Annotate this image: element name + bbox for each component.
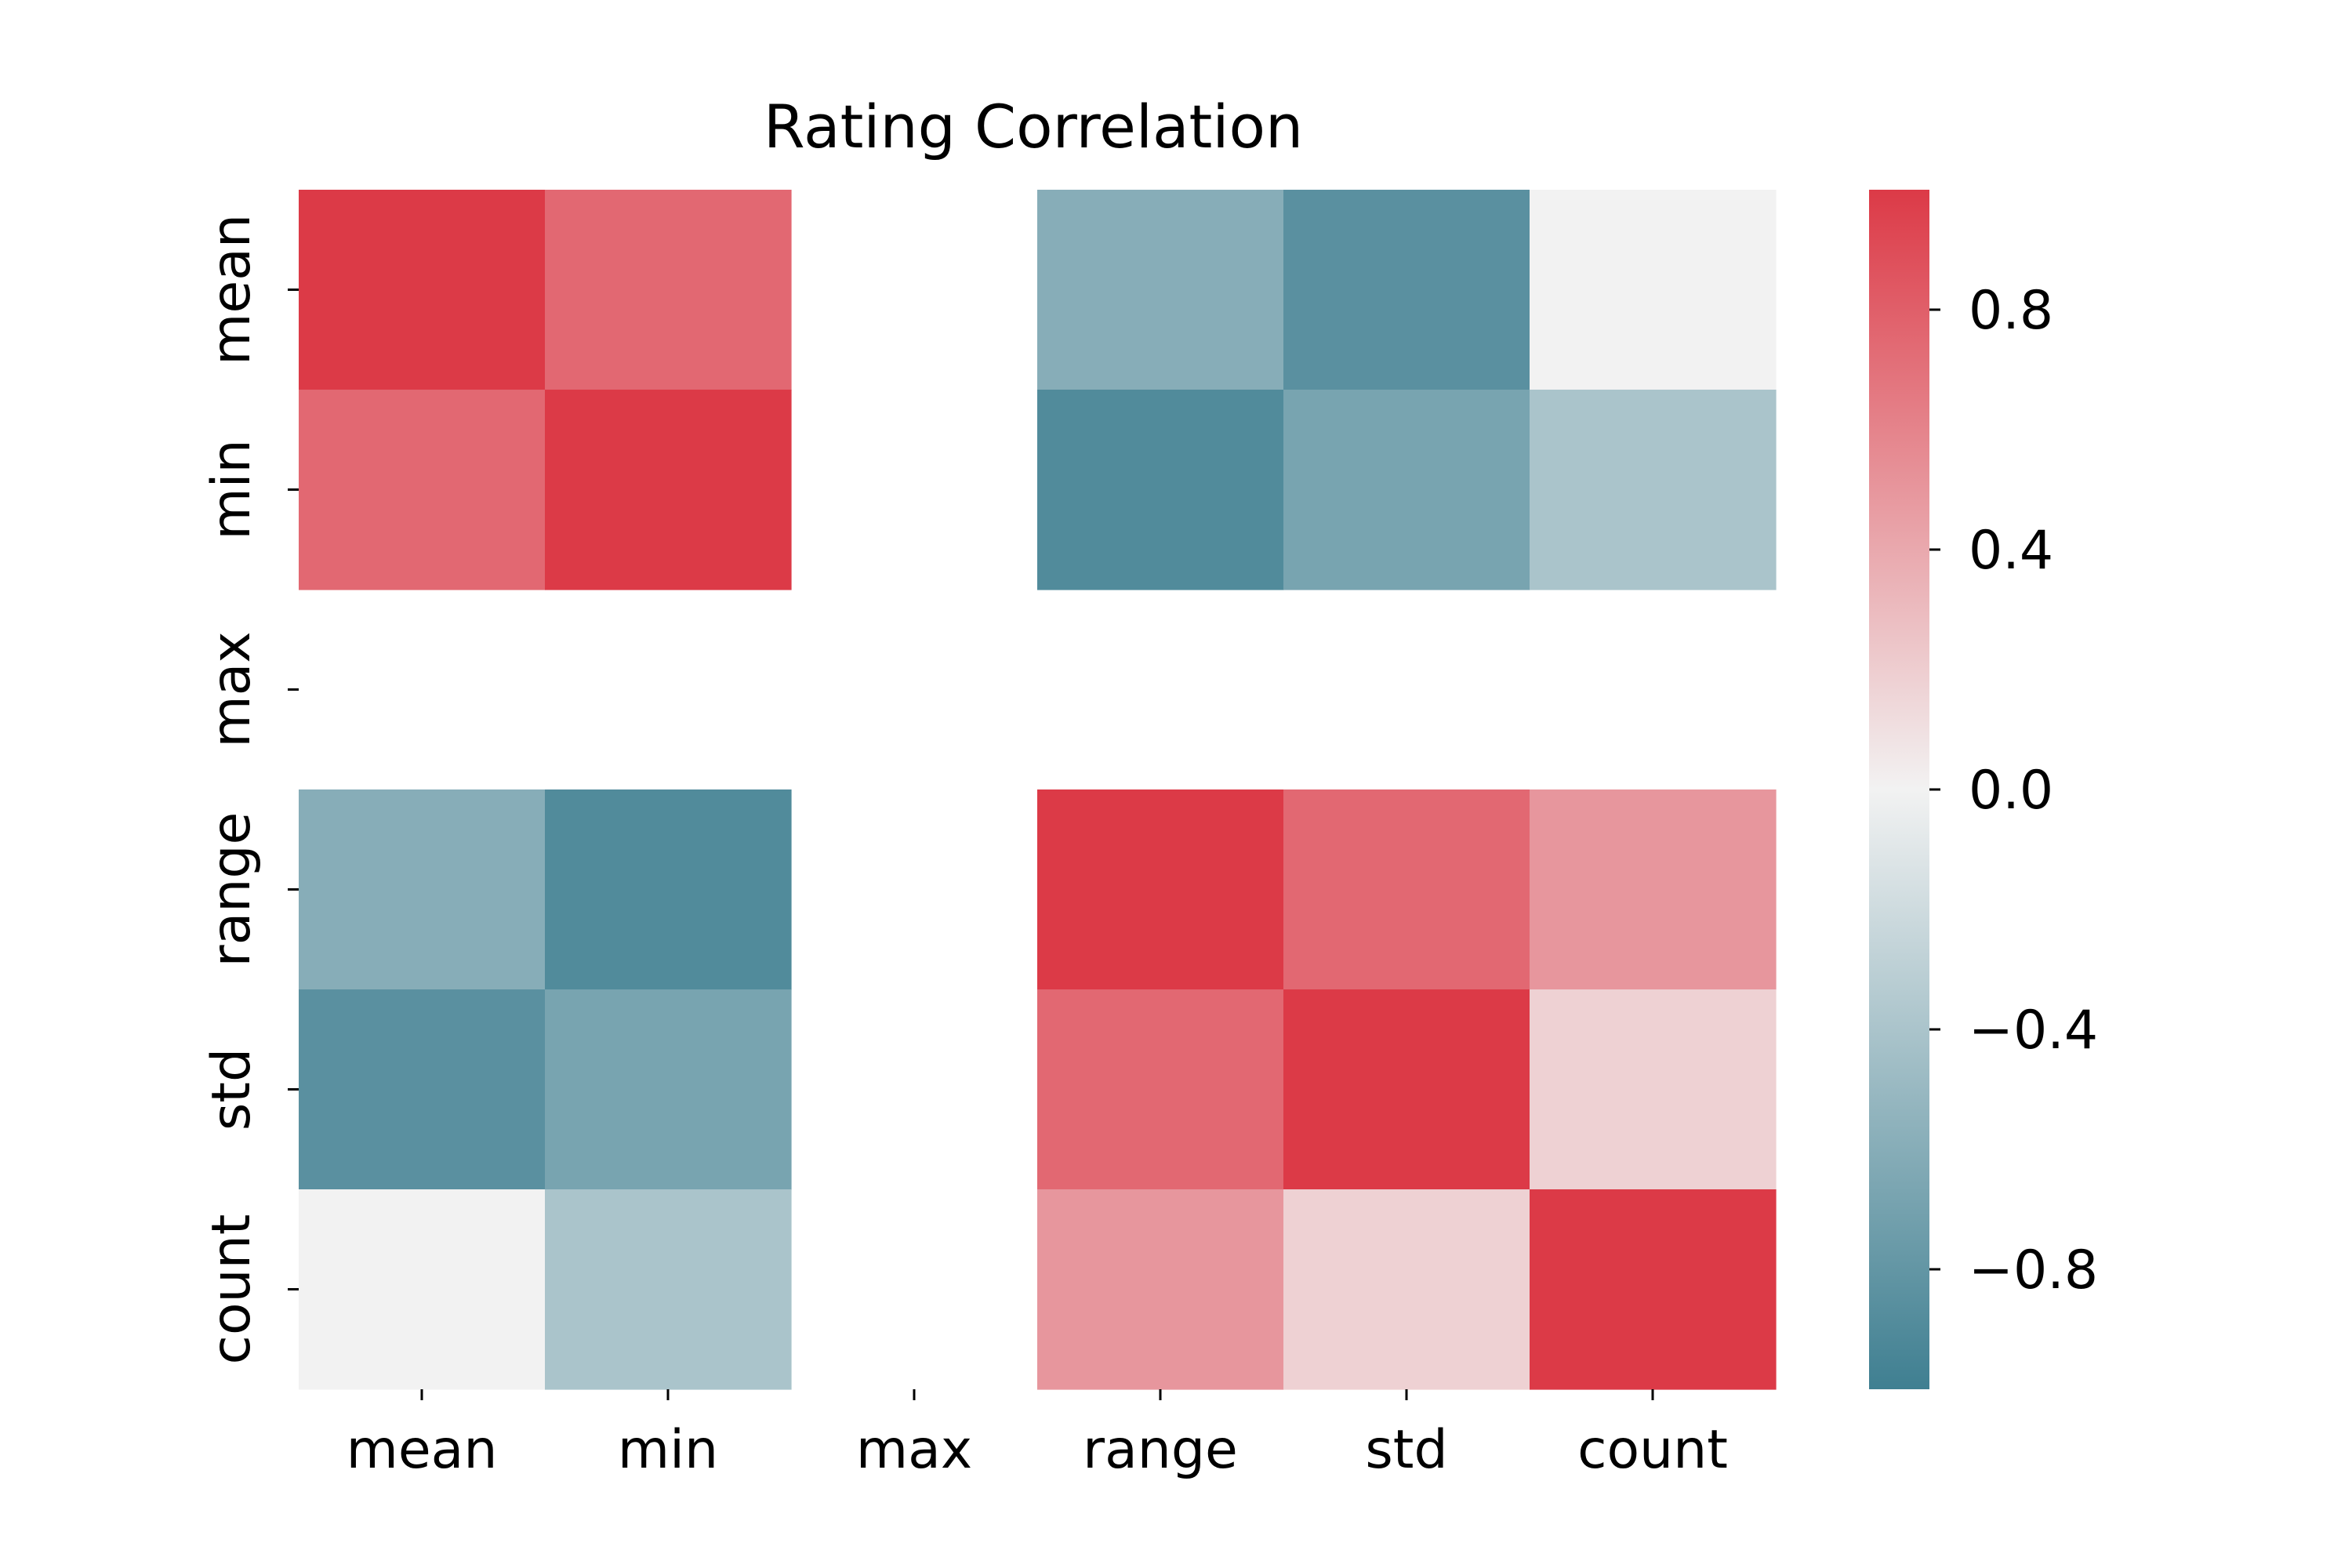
colorbar-tick-label: 0.0	[1969, 760, 2053, 822]
y-tick-label-range: range	[201, 812, 263, 967]
heatmap-cell-range-count	[1530, 789, 1777, 990]
x-axis: mean min max range std count	[347, 1389, 1728, 1481]
y-axis: mean min max range std count	[201, 214, 299, 1364]
heatmap-cell-min-mean	[299, 390, 546, 590]
x-tick-label-mean: mean	[347, 1419, 498, 1481]
heatmap-cells	[299, 190, 1777, 1390]
heatmap-cell-std-range	[1037, 989, 1284, 1190]
heatmap-cell-range-range	[1037, 789, 1284, 990]
heatmap-cell-count-range	[1037, 1189, 1284, 1390]
y-tick-label-std: std	[201, 1048, 263, 1131]
x-tick-label-std: std	[1365, 1419, 1447, 1481]
heatmap-cell-mean-mean	[299, 190, 546, 390]
colorbar-ticks: 0.8 0.4 0.0 −0.4 −0.8	[1929, 280, 2098, 1301]
heatmap-cell-std-std	[1283, 989, 1530, 1190]
colorbar-tick-label: 0.8	[1969, 280, 2053, 342]
heatmap-cell-std-min	[545, 989, 792, 1190]
heatmap-cell-mean-std	[1283, 190, 1530, 390]
colorbar-tick-label: −0.8	[1969, 1240, 2098, 1301]
y-tick-label-count: count	[201, 1214, 263, 1365]
heatmap-cell-mean-min	[545, 190, 792, 390]
heatmap-cell-min-count	[1530, 390, 1777, 590]
x-tick-label-max: max	[856, 1419, 972, 1481]
colorbar-gradient	[1869, 190, 1929, 1389]
colorbar: 0.8 0.4 0.0 −0.4 −0.8	[1869, 190, 2098, 1389]
y-tick-label-max: max	[201, 631, 263, 747]
heatmap-cell-mean-range	[1037, 190, 1284, 390]
heatmap-cell-std-mean	[299, 989, 546, 1190]
chart-title: Rating Correlation	[764, 92, 1303, 162]
y-tick-label-mean: mean	[201, 214, 263, 365]
heatmap-cell-range-min	[545, 789, 792, 990]
heatmap-cell-min-min	[545, 390, 792, 590]
heatmap-cell-count-std	[1283, 1189, 1530, 1390]
heatmap-cell-count-count	[1530, 1189, 1777, 1390]
heatmap-cell-range-mean	[299, 789, 546, 990]
y-tick-label-min: min	[201, 439, 263, 539]
heatmap-cell-count-mean	[299, 1189, 546, 1390]
heatmap-cell-std-count	[1530, 989, 1777, 1190]
x-tick-label-min: min	[618, 1419, 718, 1481]
x-tick-label-range: range	[1083, 1419, 1238, 1481]
heatmap-cell-range-std	[1283, 789, 1530, 990]
heatmap-cell-min-range	[1037, 390, 1284, 590]
colorbar-tick-label: −0.4	[1969, 1000, 2098, 1062]
heatmap-cell-count-min	[545, 1189, 792, 1390]
heatmap-cell-min-std	[1283, 390, 1530, 590]
colorbar-tick-label: 0.4	[1969, 520, 2053, 582]
heatmap-cell-mean-count	[1530, 190, 1777, 390]
x-tick-label-count: count	[1577, 1419, 1728, 1481]
